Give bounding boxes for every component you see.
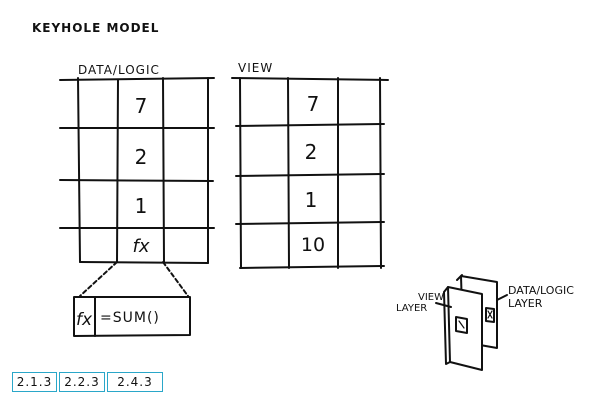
section-link-2-1-3[interactable]: 2.1.3 (12, 372, 57, 392)
formula-symbol: fx (76, 310, 93, 330)
data-logic-label: DATA/LOGIC (78, 63, 160, 77)
data-layer-label-line2: LAYER (508, 297, 543, 310)
section-link-2-4-3[interactable]: 2.4.3 (107, 372, 163, 392)
view-cell-3: 1 (305, 188, 318, 212)
view-grid (231, 77, 389, 269)
data-cell-1: 7 (135, 94, 148, 118)
diagram-title: KEYHOLE MODEL (32, 21, 159, 35)
data-layer-label-line1: DATA/LOGIC (508, 284, 574, 297)
view-cell-1: 7 (307, 92, 320, 116)
view-layer-label-line2: LAYER (396, 303, 427, 314)
section-link-2-2-3[interactable]: 2.2.3 (59, 372, 105, 392)
layers-illustration (435, 274, 508, 371)
view-layer-label-line1: VIEW (418, 292, 444, 303)
formula-text: =SUM() (100, 310, 160, 326)
data-cell-formula: fx (133, 236, 150, 257)
view-label: VIEW (238, 61, 273, 75)
data-cell-3: 1 (135, 194, 148, 218)
view-cell-4: 10 (301, 234, 325, 256)
zoom-line-left (79, 261, 118, 297)
data-cell-2: 2 (135, 145, 148, 169)
zoom-line-right (162, 261, 189, 297)
formula-box (73, 296, 191, 337)
view-cell-2: 2 (305, 140, 318, 164)
data-logic-grid (59, 77, 215, 264)
